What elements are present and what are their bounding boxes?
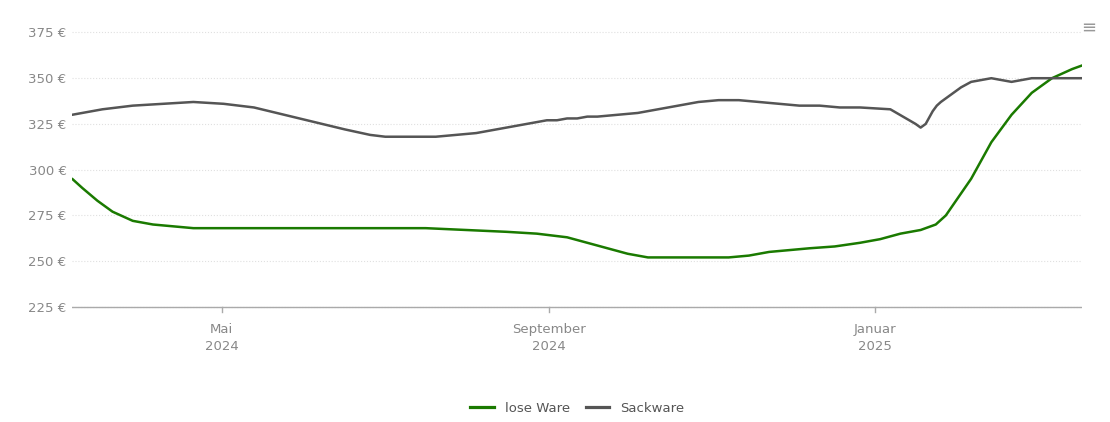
Text: ≡: ≡ [1081, 19, 1097, 37]
Legend: lose Ware, Sackware: lose Ware, Sackware [465, 396, 689, 420]
